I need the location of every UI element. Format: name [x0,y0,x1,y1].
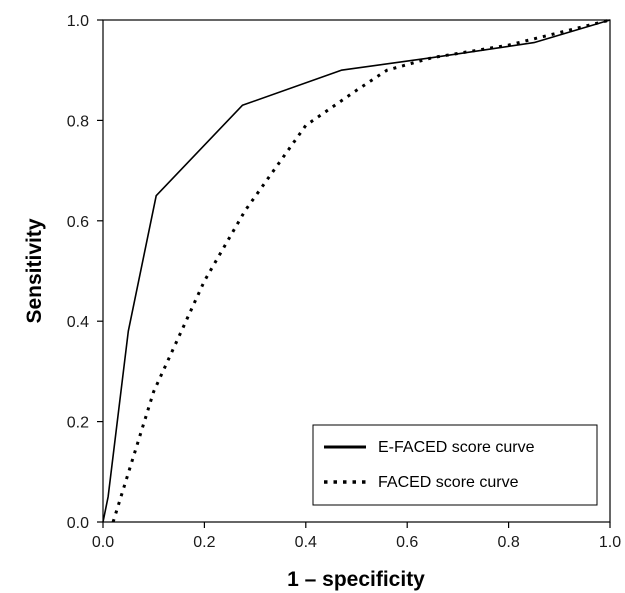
y-tick-label: 0.6 [67,214,89,231]
legend-box [312,424,598,506]
y-tick-labels: 0.0 0.2 0.4 0.6 0.8 1.0 [67,13,89,532]
legend-label-faced: FACED score curve [378,474,519,491]
y-tick-label: 0.2 [67,415,89,432]
x-tick-label: 0.2 [193,534,215,551]
x-axis-title: 1 – specificity [287,568,425,591]
y-tick-label: 1.0 [67,13,89,30]
x-tick-label: 0.0 [92,534,114,551]
y-tick-label: 0.8 [67,113,89,130]
legend: E-FACED score curve FACED score curve [312,424,598,506]
y-tick-label: 0.0 [67,515,89,532]
x-tick-labels: 0.0 0.2 0.4 0.6 0.8 1.0 [92,534,621,551]
legend-label-e-faced: E-FACED score curve [378,439,535,456]
x-tick-label: 0.8 [497,534,519,551]
series-layer [102,18,611,523]
x-tick-label: 1.0 [599,534,621,551]
faced-curve [111,18,611,523]
plot-frame [102,19,611,523]
y-tick-label: 0.4 [67,314,89,331]
x-tick-label: 0.6 [396,534,418,551]
tick-marks [97,19,611,528]
x-tick-label: 0.4 [295,534,317,551]
y-axis-title: Sensitivity [23,218,46,323]
